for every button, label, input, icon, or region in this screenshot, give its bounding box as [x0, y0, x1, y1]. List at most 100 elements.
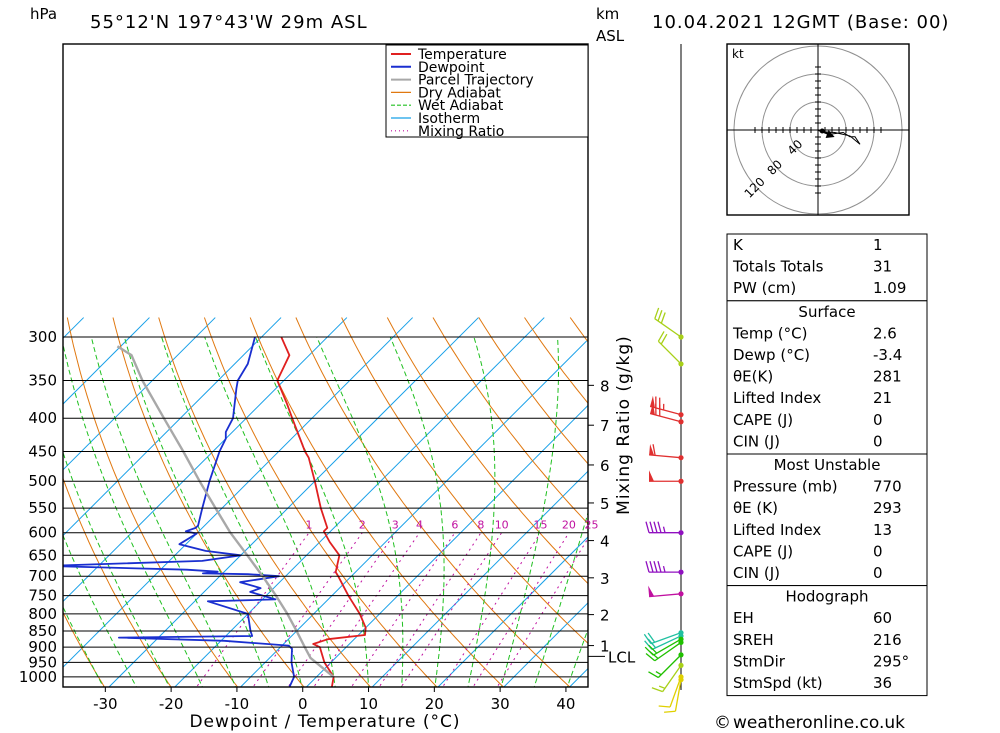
isotherm-line	[63, 317, 414, 668]
table-row-value: 0	[873, 542, 883, 560]
wind-barb	[649, 470, 684, 484]
wet-adiabat-line	[63, 342, 203, 687]
temperature-curve	[276, 336, 367, 687]
wind-barb	[657, 331, 684, 367]
isotherm-line	[63, 317, 348, 603]
wind-barb	[644, 636, 684, 656]
wind-barb-half-feather	[655, 670, 662, 676]
wind-barb-feather	[643, 633, 652, 644]
dry-adiabat-line	[203, 317, 438, 687]
table-box	[726, 233, 928, 302]
wind-barb-feather	[652, 444, 656, 456]
table-row-label: θE (K)	[733, 499, 778, 517]
table-row-value: 0	[873, 432, 883, 450]
wind-barb-shaft	[657, 654, 682, 678]
km-tick-label: 4	[600, 533, 610, 551]
dry-adiabat-line	[63, 611, 106, 687]
mixing-ratio-line	[252, 532, 363, 687]
pressure-tick-label: 700	[28, 567, 57, 585]
legend-entry: Mixing Ratio	[418, 124, 504, 140]
mixing-ratio-axis-title: Mixing Ratio (g/kg)	[614, 335, 634, 515]
legend-entry: Dry Adiabat	[418, 85, 501, 101]
table-row-value: 13	[873, 521, 892, 539]
wind-barb	[649, 402, 684, 425]
temperature-tick-label: 30	[491, 695, 510, 713]
pressure-unit-label: hPa	[30, 5, 57, 23]
wind-barb-shaft	[651, 635, 682, 651]
wind-barb-dot	[678, 591, 684, 597]
wind-barb-feather	[653, 521, 658, 533]
table-row-label: Totals Totals	[732, 258, 824, 276]
mixing-ratio-line	[313, 532, 420, 687]
table-row-label: CIN (J)	[733, 432, 780, 450]
datetime-header: 10.04.2021 12GMT (Base: 00)	[652, 12, 949, 33]
isotherm-line	[174, 317, 545, 687]
wet-adiabat-line	[500, 336, 559, 687]
wind-barb-pennant	[650, 402, 655, 415]
wind-barb-shaft	[674, 679, 682, 712]
wind-barb-pennant	[648, 585, 655, 597]
isotherm-line	[63, 317, 216, 471]
km-tick-label: 3	[600, 570, 610, 588]
wind-barb-dot	[678, 662, 684, 668]
table-row-label: Pressure (mb)	[733, 478, 838, 496]
table-row-label: StmSpd (kt)	[733, 674, 823, 692]
mixing-ratio-line	[287, 532, 396, 687]
asl-label: ASL	[596, 27, 625, 45]
pressure-tick-label: 500	[28, 472, 57, 490]
temperature-tick-label: 0	[298, 695, 308, 713]
wind-barb-dot	[678, 361, 684, 367]
lcl-label: LCL	[608, 648, 636, 666]
location-header: 55°12'N 197°43'W 29m ASL	[90, 12, 368, 33]
mixing-ratio-label: 6	[451, 519, 458, 532]
pressure-tick-label: 900	[28, 638, 57, 656]
wind-barb-feather	[657, 560, 662, 573]
wind-barb-feather	[660, 333, 668, 345]
km-tick-label: 2	[600, 607, 610, 625]
wind-barb-half-feather	[662, 526, 666, 533]
wind-barb-shaft	[654, 318, 682, 338]
wet-adiabat-line	[63, 450, 170, 687]
wind-barb	[654, 307, 684, 340]
wind-barb-shaft	[650, 632, 682, 645]
wind-barb-dot	[678, 652, 684, 658]
isotherm-line	[371, 470, 588, 687]
wind-barb-half-feather	[662, 565, 666, 573]
temperature-tick-label: 40	[556, 695, 575, 713]
pressure-tick-label: 550	[28, 499, 57, 517]
wet-adiabat-line	[161, 336, 303, 687]
wind-barb	[649, 443, 684, 461]
wind-barb-feather	[648, 671, 659, 679]
table-row-label: CAPE (J)	[733, 411, 793, 429]
wind-barb-dot	[678, 419, 684, 425]
table-row-label: SREH	[733, 631, 774, 649]
km-tick-label: 7	[600, 417, 610, 435]
table-row-value: -3.4	[873, 346, 902, 364]
dry-adiabat-line	[295, 317, 571, 687]
km-tick-label: 5	[600, 495, 610, 513]
pressure-tick-label: 1000	[19, 668, 57, 686]
mixing-ratio-line	[350, 532, 456, 687]
wet-adiabat-line	[90, 336, 237, 687]
wind-barb-dot	[678, 530, 684, 536]
wind-barb-dot	[678, 677, 684, 683]
mixing-ratio-label: 8	[477, 519, 484, 532]
mixing-ratio-label: 25	[585, 519, 599, 532]
wind-barb-shaft	[654, 641, 682, 662]
wind-barb-feather	[658, 705, 671, 708]
table-row-value: 36	[873, 674, 892, 692]
wet-adiabat-line	[204, 336, 336, 687]
wind-barb-feather	[647, 638, 657, 649]
wind-barb-feather	[645, 652, 656, 662]
table-row-value: 770	[873, 478, 902, 496]
wind-barb-shaft	[652, 638, 682, 656]
table-row-value: 295°	[873, 652, 909, 670]
mixing-ratio-label: 20	[562, 519, 576, 532]
wind-barb-feather	[664, 710, 676, 713]
wind-barb-dot	[678, 569, 684, 575]
mixing-ratio-line	[472, 532, 570, 687]
table-row-value: 21	[873, 389, 892, 407]
wet-adiabat-line	[316, 336, 404, 687]
